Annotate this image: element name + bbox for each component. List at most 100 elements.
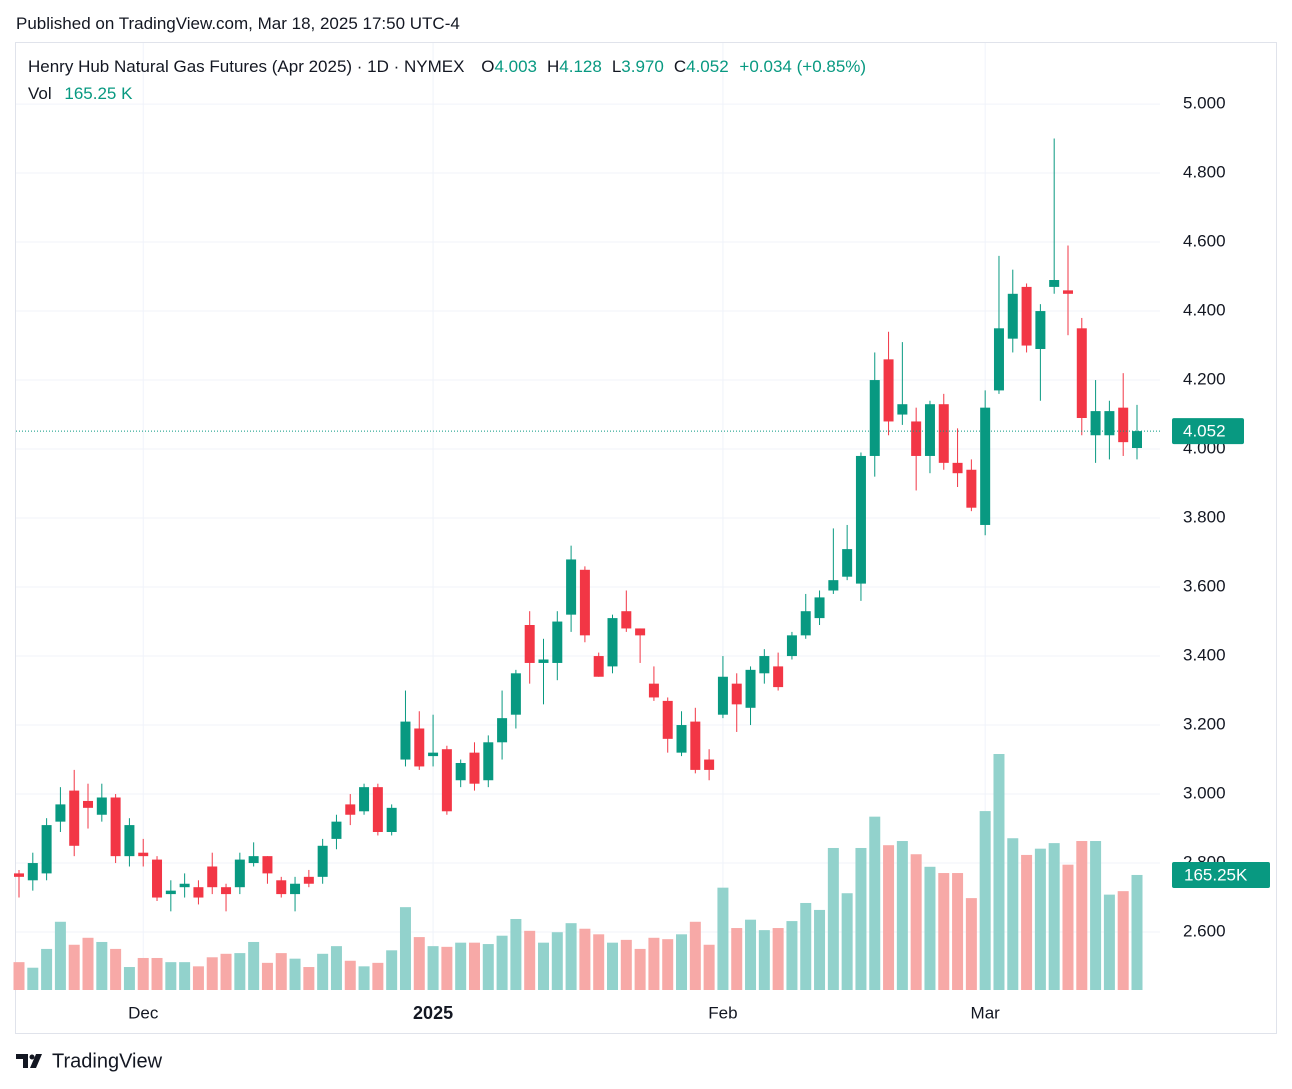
y-tick-label: 3.000 xyxy=(1183,784,1226,803)
volume-bar xyxy=(482,944,494,990)
volume-bar xyxy=(248,941,260,990)
volume-bar xyxy=(662,939,674,990)
candle-body xyxy=(165,890,176,895)
volume-bar xyxy=(1131,874,1143,990)
candle-body xyxy=(359,787,370,812)
candle-body xyxy=(138,852,149,857)
volume-bar xyxy=(1007,838,1019,990)
candle-body xyxy=(193,887,204,898)
volume-bar xyxy=(938,873,950,990)
volume-bar xyxy=(1021,854,1033,990)
volume-bar xyxy=(717,887,729,990)
candle-body xyxy=(221,887,232,895)
volume-bar xyxy=(358,966,370,990)
candle-body xyxy=(207,866,218,888)
last-price-tag xyxy=(1172,418,1244,445)
candle-body xyxy=(897,404,908,415)
candle-body xyxy=(14,873,24,877)
candle-body xyxy=(676,725,687,753)
y-tick-label: 5.000 xyxy=(1183,94,1226,113)
ohlc-value: 3.970 xyxy=(621,57,664,76)
volume-bar xyxy=(68,944,80,990)
volume-bar xyxy=(883,845,895,990)
volume-bar xyxy=(772,928,784,990)
candle-body xyxy=(607,618,618,667)
volume-bar xyxy=(910,854,922,990)
symbol: Henry Hub Natural Gas Futures (Apr 2025)… xyxy=(28,57,465,76)
candle-body xyxy=(510,673,521,715)
volume-bar xyxy=(41,948,53,990)
candle-body xyxy=(690,721,701,770)
y-tick-label: 3.600 xyxy=(1183,577,1226,596)
candle-body xyxy=(966,469,977,508)
volume-line: Vol 165.25 K xyxy=(28,84,132,104)
volume-value: 165.25 K xyxy=(64,84,133,103)
volume-bar xyxy=(303,967,315,990)
y-tick-label: 4.400 xyxy=(1183,301,1226,320)
candle-body xyxy=(635,628,646,636)
volume-bar xyxy=(841,893,853,990)
candle-body xyxy=(1132,431,1142,449)
volume-bar xyxy=(137,957,149,990)
volume-bar xyxy=(261,962,273,990)
volume-bar xyxy=(234,953,246,990)
volume-bar xyxy=(579,928,591,990)
candle-body xyxy=(317,845,328,877)
candle-body xyxy=(234,859,245,888)
volume-bar xyxy=(648,937,660,990)
volume-bar xyxy=(27,967,39,990)
candle-body xyxy=(372,787,383,832)
candle-body xyxy=(262,856,273,874)
candle-body xyxy=(110,797,121,857)
volume-bar xyxy=(96,941,108,990)
candle-body xyxy=(621,611,632,629)
volume-bar xyxy=(620,939,632,990)
volume-bar xyxy=(1076,841,1088,990)
volume-bar xyxy=(192,966,204,990)
candle-body xyxy=(938,404,949,463)
candle-body xyxy=(414,728,425,767)
ohlc-value: 4.003 xyxy=(494,57,537,76)
volume-bar xyxy=(123,967,135,990)
candle-body xyxy=(124,825,135,857)
volume-bar xyxy=(1103,894,1115,990)
candle-body xyxy=(1104,411,1115,436)
volume-bar xyxy=(565,923,577,990)
x-tick-label: Dec xyxy=(128,1003,159,1022)
volume-label: Vol xyxy=(28,84,52,103)
candle-body xyxy=(855,455,866,584)
volume-bar xyxy=(745,919,757,990)
candle-body xyxy=(1076,328,1087,419)
candle-body xyxy=(662,700,673,739)
volume-bar xyxy=(924,866,936,990)
candle-body xyxy=(980,407,991,525)
ohlc-value: 4.052 xyxy=(686,57,729,76)
volume-bar xyxy=(1034,848,1046,990)
y-tick-label: 3.400 xyxy=(1183,646,1226,665)
volume-bar xyxy=(165,962,177,990)
candle-body xyxy=(814,597,825,619)
volume-bar xyxy=(455,942,467,990)
volume-bar xyxy=(372,962,384,990)
volume-bar xyxy=(82,937,94,990)
candle-body xyxy=(911,421,922,456)
logo xyxy=(16,1054,42,1068)
volume-bar xyxy=(593,934,605,990)
candle-body xyxy=(566,559,577,615)
candle-body xyxy=(759,656,770,674)
candle-body xyxy=(773,666,784,688)
volume-bar xyxy=(110,948,122,990)
candle-body xyxy=(386,807,397,832)
volume-bar xyxy=(758,930,770,990)
volume-bar xyxy=(827,847,839,990)
y-tick-label: 2.600 xyxy=(1183,922,1226,941)
candle-body xyxy=(524,624,535,663)
candle-body xyxy=(345,804,356,815)
candle-body xyxy=(400,721,411,760)
volume-bar xyxy=(289,958,301,990)
grid xyxy=(16,43,1160,990)
legend-line: Henry Hub Natural Gas Futures (Apr 2025)… xyxy=(28,57,866,77)
candle-body xyxy=(1021,286,1032,346)
